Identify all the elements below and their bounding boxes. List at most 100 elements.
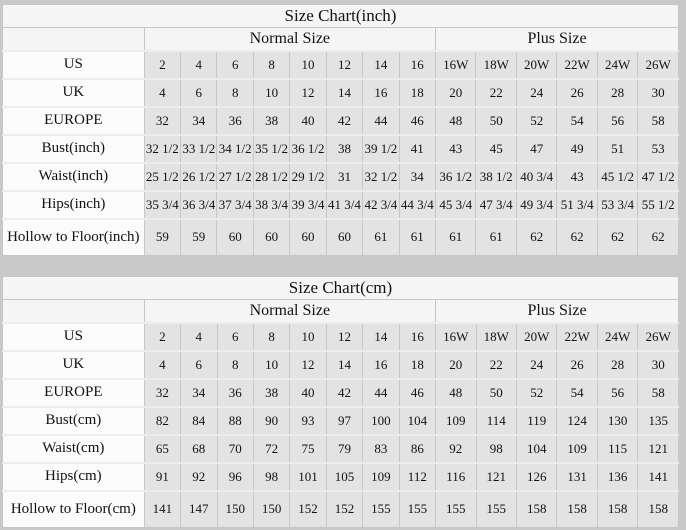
size-cell: 47 3/4 <box>475 189 517 219</box>
size-cell: 60 <box>216 217 254 256</box>
size-cell: 32 <box>143 105 182 135</box>
size-cell: 59 <box>180 217 218 256</box>
table-row: Hips(cm) 91 92 96 98 101 105 109 112 116 121 126 131… <box>2 461 679 491</box>
size-cell: 28 1/2 <box>252 161 291 191</box>
size-cell: 16 <box>362 77 400 107</box>
size-cell: 34 <box>180 105 218 135</box>
size-cell: 60 <box>252 217 291 256</box>
row-label: US <box>2 49 145 79</box>
size-cell: 91 <box>143 461 182 491</box>
size-cell: 141 <box>143 489 182 528</box>
size-cell: 86 <box>398 433 437 463</box>
size-cell: 61 <box>475 217 517 256</box>
size-cell: 16W <box>435 321 477 351</box>
group-header-plus-size: Plus Size <box>435 299 679 323</box>
size-cell: 121 <box>475 461 517 491</box>
size-cell: 158 <box>596 489 639 528</box>
size-cell: 114 <box>475 405 517 435</box>
size-cell: 53 <box>637 133 679 163</box>
size-cell: 47 1/2 <box>637 161 679 191</box>
size-cell: 82 <box>143 405 182 435</box>
size-cell: 75 <box>289 433 327 463</box>
size-cell: 155 <box>475 489 517 528</box>
size-cell: 25 1/2 <box>143 161 182 191</box>
size-cell: 20 <box>435 349 477 379</box>
size-cell: 22W <box>556 321 598 351</box>
size-cell: 61 <box>362 217 400 256</box>
size-cell: 31 <box>325 161 364 191</box>
table-row: Bust(cm) 82 84 88 90 93 97 100 104 109 114 119 124 13… <box>2 405 679 435</box>
size-cell: 109 <box>362 461 400 491</box>
size-cell: 105 <box>325 461 364 491</box>
size-cell: 16 <box>398 321 437 351</box>
size-cell: 62 <box>596 217 639 256</box>
table-title: Size Chart(inch) <box>2 4 679 28</box>
size-cell: 59 <box>143 217 182 256</box>
size-cell: 36 <box>216 377 254 407</box>
table-row: US 2 4 6 8 10 12 14 16 16W 18W 20W 22W 24W 26W <box>2 49 679 79</box>
size-cell: 119 <box>515 405 558 435</box>
size-cell: 155 <box>435 489 477 528</box>
size-cell: 50 <box>475 105 517 135</box>
size-cell: 46 <box>398 105 437 135</box>
size-cell: 54 <box>556 105 598 135</box>
size-cell: 10 <box>289 321 327 351</box>
row-label: UK <box>2 349 145 379</box>
size-cell: 98 <box>475 433 517 463</box>
size-cell: 27 1/2 <box>216 161 254 191</box>
size-cell: 109 <box>556 433 598 463</box>
size-cell: 14 <box>362 321 400 351</box>
size-cell: 121 <box>637 433 679 463</box>
corner-cell <box>2 27 145 51</box>
size-cell: 136 <box>596 461 639 491</box>
size-cell: 42 <box>325 105 364 135</box>
size-cell: 12 <box>325 49 364 79</box>
size-cell: 60 <box>325 217 364 256</box>
size-cell: 112 <box>398 461 437 491</box>
size-cell: 158 <box>556 489 598 528</box>
row-label: Waist(cm) <box>2 433 145 463</box>
row-label: Bust(inch) <box>2 133 145 163</box>
size-cell: 45 3/4 <box>435 189 477 219</box>
row-label: US <box>2 321 145 351</box>
size-cell: 2 <box>143 49 182 79</box>
size-cell: 18 <box>398 77 437 107</box>
row-label: EUROPE <box>2 105 145 135</box>
size-cell: 6 <box>216 49 254 79</box>
size-cell: 24 <box>515 77 558 107</box>
size-cell: 37 3/4 <box>216 189 254 219</box>
size-cell: 96 <box>216 461 254 491</box>
table-row: Waist(inch) 25 1/2 26 1/2 27 1/2 28 1/2 29 1/… <box>2 161 679 191</box>
size-cell: 38 <box>252 105 291 135</box>
size-cell: 6 <box>216 321 254 351</box>
size-cell: 90 <box>252 405 291 435</box>
size-cell: 40 <box>289 105 327 135</box>
table-row: Hollow to Floor(inch) 59 59 60 60 60 60 61 61 61 6… <box>2 217 679 256</box>
size-cell: 68 <box>180 433 218 463</box>
size-cell: 56 <box>596 105 639 135</box>
size-cell: 10 <box>252 77 291 107</box>
size-cell: 4 <box>143 77 182 107</box>
size-cell: 158 <box>637 489 679 528</box>
size-cell: 39 1/2 <box>362 133 400 163</box>
size-cell: 36 <box>216 105 254 135</box>
size-cell: 51 3/4 <box>556 189 598 219</box>
size-cell: 152 <box>289 489 327 528</box>
size-cell: 49 3/4 <box>515 189 558 219</box>
size-cell: 18W <box>475 49 517 79</box>
table-row: Bust(inch) 32 1/2 33 1/2 34 1/2 35 1/2 36 1/2… <box>2 133 679 163</box>
size-cell: 18 <box>398 349 437 379</box>
size-cell: 84 <box>180 405 218 435</box>
size-cell: 152 <box>325 489 364 528</box>
row-label: Waist(inch) <box>2 161 145 191</box>
size-cell: 55 1/2 <box>637 189 679 219</box>
size-cell: 40 <box>289 377 327 407</box>
size-cell: 38 1/2 <box>475 161 517 191</box>
size-cell: 22 <box>475 349 517 379</box>
size-cell: 8 <box>252 49 291 79</box>
size-cell: 58 <box>637 377 679 407</box>
size-cell: 45 <box>475 133 517 163</box>
size-cell: 44 <box>362 105 400 135</box>
size-cell: 48 <box>435 377 477 407</box>
size-cell: 150 <box>216 489 254 528</box>
